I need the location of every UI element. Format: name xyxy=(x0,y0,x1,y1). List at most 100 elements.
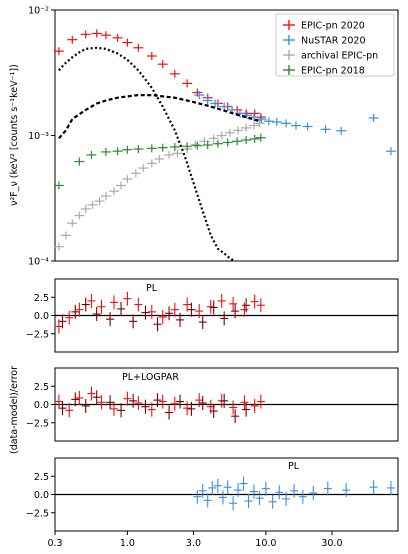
epic-pn-2020-residual xyxy=(158,309,167,324)
spectrum-marks xyxy=(53,29,396,262)
nustar-2020-residual xyxy=(268,494,277,509)
epic-pn-2020-point xyxy=(67,35,78,44)
nustar-2020-residual xyxy=(369,480,378,495)
spectrum-panel: 10⁻⁴ 10⁻³ 10⁻² ν²F_ν (keV² [counts s⁻¹keV⁻… xyxy=(9,6,399,268)
archival-epic-pn-residual xyxy=(141,305,150,320)
archival-epic-pn-residual xyxy=(209,300,218,315)
spectrum-ytick-label: 10⁻² xyxy=(28,6,49,17)
legend: EPIC-pn 2020 NuSTAR 2020 archival EPIC-pn E… xyxy=(275,13,395,77)
nustar-2020-point xyxy=(256,115,267,124)
legend-box xyxy=(275,13,395,77)
residual-panel-pl-logpar-yticks: 2.5 0.0 −2.5 xyxy=(26,382,55,429)
epic-pn-2018-point xyxy=(86,150,97,159)
epic-pn-2020-residual xyxy=(195,393,204,408)
residual-panel-pl-nustar-marks xyxy=(55,476,398,511)
archival-epic-pn-residual xyxy=(153,317,162,332)
epic-pn-2018-point xyxy=(202,141,213,150)
legend-entry: EPIC-pn 2018 xyxy=(283,65,365,77)
epic-pn-2020-residual xyxy=(123,391,132,406)
archival-epic-pn-residual xyxy=(242,298,251,313)
nustar-2020-residual xyxy=(249,484,258,499)
archival-epic-pn-residual xyxy=(117,403,126,418)
x-tick-label: 3.0 xyxy=(186,538,201,549)
x-tick-label: 0.3 xyxy=(47,538,62,549)
archival-epic-pn-residual xyxy=(242,402,251,417)
residual-ytick-label: 0.0 xyxy=(34,490,49,501)
epic-pn-2020-residual xyxy=(87,386,96,401)
nustar-2020-point xyxy=(302,122,313,131)
residual-panel-pl: 2.5 0.0 −2.5 PL xyxy=(26,278,399,353)
epic-pn-2020-residual xyxy=(97,299,106,314)
nustar-2020-residual xyxy=(203,493,212,508)
residual-ytick-label: 2.5 xyxy=(34,472,49,483)
archival-epic-pn-residual xyxy=(176,394,185,409)
archival-epic-pn-residual xyxy=(117,301,126,316)
archival-epic-pn-point xyxy=(122,175,133,184)
epic-pn-2020-point xyxy=(112,33,123,42)
nustar-2020-residual xyxy=(255,491,264,506)
archival-epic-pn-residual xyxy=(129,393,138,408)
epic-pn-2020-residual xyxy=(240,395,249,410)
nustar-2020-residual xyxy=(244,494,253,509)
epic-pn-2020-residual xyxy=(256,394,265,409)
residual-panel-pl-logpar-label: PL+LOGPAR xyxy=(122,372,179,383)
residual-panel-pl-logpar-marks xyxy=(54,386,398,424)
archival-epic-pn-residual xyxy=(129,314,138,329)
epic-pn-2018-point xyxy=(74,157,85,166)
archival-epic-pn-point xyxy=(224,128,235,137)
archival-epic-pn-point xyxy=(241,123,252,132)
epic-pn-2020-residual xyxy=(65,403,74,418)
epic-pn-2020-residual xyxy=(217,293,226,308)
nustar-2020-point xyxy=(241,111,252,120)
epic-pn-2018-point xyxy=(222,138,233,147)
spectrum-ylabel: ν²F_ν (keV² [counts s⁻¹keV⁻¹]) xyxy=(9,64,20,206)
residual-ytick-label: −2.5 xyxy=(26,329,49,340)
archival-epic-pn-residual xyxy=(92,307,101,322)
nustar-2020-residual xyxy=(198,483,207,498)
nustar-2020-residual xyxy=(275,485,284,500)
epic-pn-2020-residual xyxy=(134,396,143,411)
archival-epic-pn-residual xyxy=(220,393,229,408)
archival-epic-pn-point xyxy=(248,121,259,130)
archival-epic-pn-residual xyxy=(198,315,207,330)
nustar-2020-point xyxy=(271,118,282,127)
epic-pn-2018-point xyxy=(212,139,223,148)
epic-pn-2020-residual xyxy=(134,297,143,312)
epic-pn-2018-point xyxy=(249,134,260,143)
nustar-2020-residual xyxy=(234,483,243,498)
epic-pn-2020-point xyxy=(100,31,111,40)
epic-pn-2018-point xyxy=(53,181,64,190)
epic-pn-2020-residual xyxy=(158,394,167,409)
archival-epic-pn-residual xyxy=(58,401,67,416)
archival-epic-pn-residual xyxy=(220,311,229,326)
archival-epic-pn-residual xyxy=(187,302,196,317)
archival-epic-pn-point xyxy=(216,131,227,140)
nustar-2020-point xyxy=(263,117,274,126)
legend-entry: archival EPIC-pn xyxy=(283,50,378,62)
residual-panel-pl-marks xyxy=(54,291,398,334)
archival-epic-pn-residual xyxy=(71,304,80,319)
archival-epic-pn-residual xyxy=(81,297,90,312)
spectrum-ytick-label: 10⁻⁴ xyxy=(28,257,49,268)
legend-label: EPIC-pn 2020 xyxy=(301,21,365,32)
archival-epic-pn-residual xyxy=(198,396,207,411)
epic-pn-2020-point xyxy=(91,29,102,38)
epic-pn-2020-residual xyxy=(109,295,118,310)
epic-pn-2018-point xyxy=(133,145,144,154)
archival-epic-pn-point xyxy=(164,150,175,159)
archival-epic-pn-residual xyxy=(92,390,101,405)
epic-pn-2018-point xyxy=(232,137,243,146)
epic-pn-2020-point xyxy=(80,30,91,39)
nustar-2020-point xyxy=(210,99,221,108)
model-dashed-line xyxy=(58,94,260,140)
spectrum-ytick-label: 10⁻³ xyxy=(28,131,49,142)
epic-pn-2020-residual xyxy=(250,398,259,413)
archival-epic-pn-point xyxy=(190,140,201,149)
epic-pn-2020-residual xyxy=(54,394,63,409)
nustar-2020-point xyxy=(281,119,292,128)
legend-label: archival EPIC-pn xyxy=(301,51,378,62)
archival-epic-pn-point xyxy=(208,134,219,143)
epic-pn-2020-residual xyxy=(170,396,179,411)
epic-pn-2020-point xyxy=(122,38,133,47)
